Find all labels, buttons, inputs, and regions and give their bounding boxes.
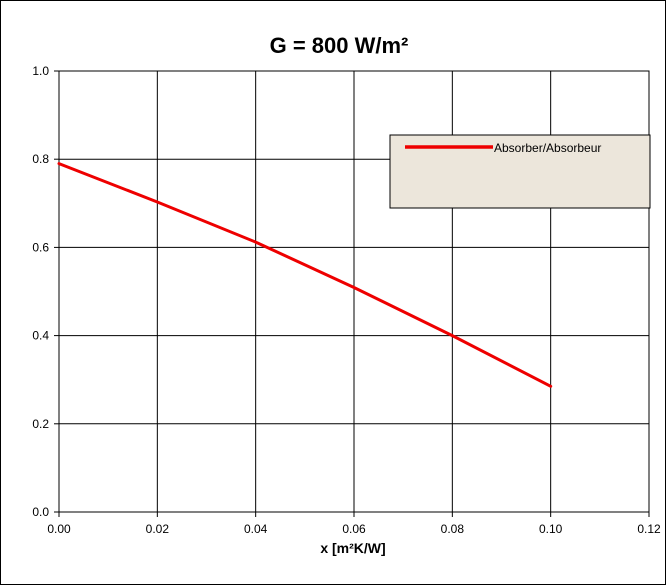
x-tick-label: 0.10	[539, 522, 563, 536]
x-tick-label: 0.04	[244, 522, 268, 536]
x-tick-label: 0.00	[47, 522, 71, 536]
axes	[54, 70, 650, 517]
y-tick-label: 0.6	[32, 240, 49, 254]
y-tick-label: 0.0	[32, 505, 49, 519]
series-layer	[57, 162, 553, 388]
y-tick-label: 0.2	[32, 417, 49, 431]
series-line-absorber	[57, 162, 553, 388]
x-tick-label: 0.08	[441, 522, 465, 536]
y-tick-label: 1.0	[32, 64, 49, 78]
legend-label-absorber: Absorber/Absorbeur	[494, 141, 601, 155]
x-axis-label: x [m²K/W]	[320, 540, 385, 556]
legend: Absorber/Absorbeur	[389, 134, 651, 209]
chart-title: G = 800 W/m²	[270, 33, 409, 58]
x-tick-label: 0.12	[637, 522, 661, 536]
y-tick-label: 0.4	[32, 329, 49, 343]
x-tick-label: 0.06	[342, 522, 366, 536]
y-tick-label: 0.8	[32, 152, 49, 166]
x-tick-label: 0.02	[146, 522, 170, 536]
tick-labels: 0.00 0.02 0.04 0.06 0.08 0.10 0.12 0.0 0.2 0.4 0.6…	[32, 64, 661, 536]
